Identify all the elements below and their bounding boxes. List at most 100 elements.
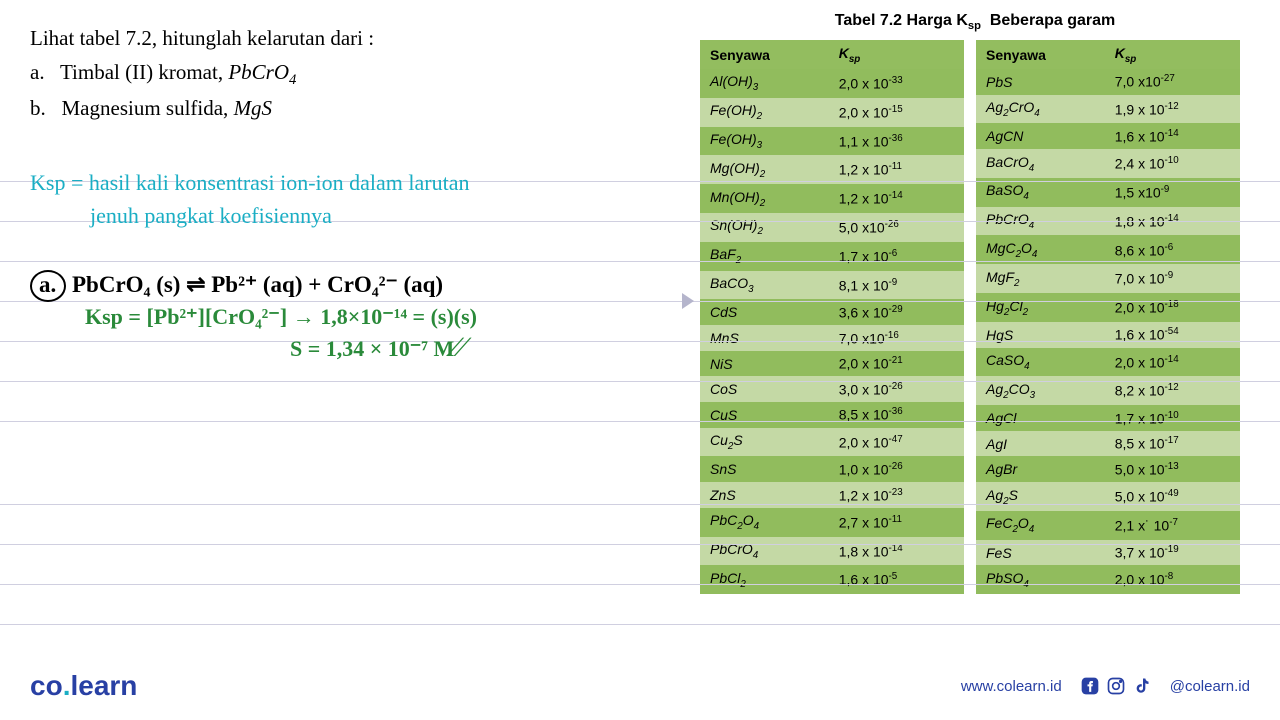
table-row: AgCl1,7 x 10-10 [976,405,1240,431]
part-a-circle: a. [30,270,66,302]
item-a-label: a. [30,60,45,84]
item-a-formula: PbCrO [228,60,289,84]
table-row: HgS1,6 x 10-54 [976,322,1240,348]
question-panel: Lihat tabel 7.2, hitunglah kelarutan dar… [30,10,690,594]
ksp-cell: 1,6 x 10-14 [1105,123,1240,149]
ksp-cell: 5,0 x10-26 [829,213,964,242]
compound-cell: Fe(OH)2 [700,98,829,127]
ksp-cell: 1,0 x 10-26 [829,456,964,482]
part-a-equation: PbCrO₄ (s) ⇌ Pb²⁺ (aq) + CrO₄²⁻ (aq) [72,272,443,297]
table-row: PbSO42,0 x 10-8 [976,565,1240,594]
compound-cell: Cu2S [700,428,829,457]
ksp-cell: 1,2 x 10-14 [829,184,964,213]
table-row: FeC2O42,1 x˙ 10-7 [976,511,1240,540]
compound-cell: SnS [700,456,829,482]
social-handle: @colearn.id [1170,678,1250,695]
compound-cell: Sn(OH)2 [700,213,829,242]
instagram-icon [1106,676,1126,696]
ksp-cell: 5,0 x 10-49 [1105,482,1240,511]
table-row: Mg(OH)21,2 x 10-11 [700,155,964,184]
ksp-cell: 1,6 x 10-5 [829,565,964,594]
table-row: Ag2S5,0 x 10-49 [976,482,1240,511]
colearn-logo: co.learn [30,670,137,702]
ksp-cell: 3,6 x 10-29 [829,299,964,325]
table-row: Fe(OH)22,0 x 10-15 [700,98,964,127]
compound-cell: FeC2O4 [976,511,1105,540]
th-ksp: Ksp [1105,40,1240,69]
compound-cell: Ag2CrO4 [976,95,1105,124]
ksp-cell: 2,4 x 10-10 [1105,149,1240,178]
table-row: Ag2CrO41,9 x 10-12 [976,95,1240,124]
ksp-cell: 1,1 x 10-36 [829,127,964,156]
compound-cell: PbC2O4 [700,508,829,537]
table-row: BaF21,7 x 10-6 [700,242,964,271]
item-a-text: Timbal (II) kromat, [60,60,223,84]
ksp-table-right: Senyawa Ksp PbS7,0 x10-27Ag2CrO41,9 x 10… [976,40,1240,594]
compound-cell: NiS [700,351,829,377]
compound-cell: PbCrO4 [700,537,829,566]
th-ksp: Ksp [829,40,964,69]
ksp-cell: 2,0 x 10-18 [1105,293,1240,322]
ksp-cell: 1,2 x 10-11 [829,155,964,184]
item-b-label: b. [30,96,46,120]
table-row: MnS7,0 x10-16 [700,325,964,351]
table-row: Al(OH)32,0 x 10-33 [700,69,964,98]
compound-cell: CdS [700,299,829,325]
ksp-cell: 2,0 x 10-21 [829,351,964,377]
ksp-cell: 1,5 x10-9 [1105,178,1240,207]
table-row: BaCO38,1 x 10-9 [700,271,964,300]
question-intro: Lihat tabel 7.2, hitunglah kelarutan dar… [30,22,690,56]
table-row: CuS8,5 x 10-36 [700,402,964,428]
ksp-definition-1: Ksp = hasil kali konsentrasi ion-ion dal… [30,166,690,199]
ksp-cell: 1,6 x 10-54 [1105,322,1240,348]
compound-cell: PbSO4 [976,565,1105,594]
table-row: CaSO42,0 x 10-14 [976,348,1240,377]
table-row: AgBr5,0 x 10-13 [976,456,1240,482]
compound-cell: CuS [700,402,829,428]
ksp-cell: 8,5 x 10-17 [1105,431,1240,457]
table-row: Cu2S2,0 x 10-47 [700,428,964,457]
compound-cell: Ag2S [976,482,1105,511]
part-a-ksp: Ksp = [Pb²⁺][CrO₄²⁻] → 1,8×10⁻¹⁴ = (s)(s… [30,304,690,330]
ksp-table-left: Senyawa Ksp Al(OH)32,0 x 10-33Fe(OH)22,0… [700,40,964,594]
compound-cell: MnS [700,325,829,351]
ksp-cell: 2,1 x˙ 10-7 [1105,511,1240,540]
ksp-cell: 1,8 x 10-14 [829,537,964,566]
item-b-formula: MgS [234,96,273,120]
table-row: PbCrO41,8 x 10-14 [700,537,964,566]
ksp-cell: 2,0 x 10-14 [1105,348,1240,377]
facebook-icon [1080,676,1100,696]
compound-cell: HgS [976,322,1105,348]
table-row: Fe(OH)31,1 x 10-36 [700,127,964,156]
table-row: BaCrO42,4 x 10-10 [976,149,1240,178]
compound-cell: Fe(OH)3 [700,127,829,156]
ksp-cell: 8,1 x 10-9 [829,271,964,300]
ksp-cell: 8,5 x 10-36 [829,402,964,428]
ksp-cell: 1,9 x 10-12 [1105,95,1240,124]
table-row: MgF27,0 x 10-9 [976,264,1240,293]
table-row: Hg2Cl22,0 x 10-18 [976,293,1240,322]
table-title: Tabel 7.2 Harga Ksp Beberapa garam [700,10,1250,40]
compound-cell: Hg2Cl2 [976,293,1105,322]
th-compound: Senyawa [700,40,829,69]
table-row: AgI8,5 x 10-17 [976,431,1240,457]
compound-cell: Al(OH)3 [700,69,829,98]
ksp-cell: 7,0 x10-16 [829,325,964,351]
compound-cell: BaCO3 [700,271,829,300]
part-a-result: S = 1,34 × 10⁻⁷ M [290,336,454,361]
footer: co.learn www.colearn.id @colearn.id [30,670,1250,702]
ksp-cell: 7,0 x10-27 [1105,69,1240,95]
table-panel: Tabel 7.2 Harga Ksp Beberapa garam Senya… [690,10,1250,594]
ksp-cell: 2,0 x 10-47 [829,428,964,457]
compound-cell: AgI [976,431,1105,457]
check-icon: ⁄⁄ [457,332,463,364]
ksp-cell: 1,7 x 10-6 [829,242,964,271]
table-row: SnS1,0 x 10-26 [700,456,964,482]
table-row: PbCl21,6 x 10-5 [700,565,964,594]
item-b-text: Magnesium sulfida, [62,96,229,120]
table-row: CdS3,6 x 10-29 [700,299,964,325]
website-url: www.colearn.id [961,678,1062,695]
ksp-cell: 7,0 x 10-9 [1105,264,1240,293]
table-row: PbC2O42,7 x 10-11 [700,508,964,537]
tiktok-icon [1132,676,1152,696]
